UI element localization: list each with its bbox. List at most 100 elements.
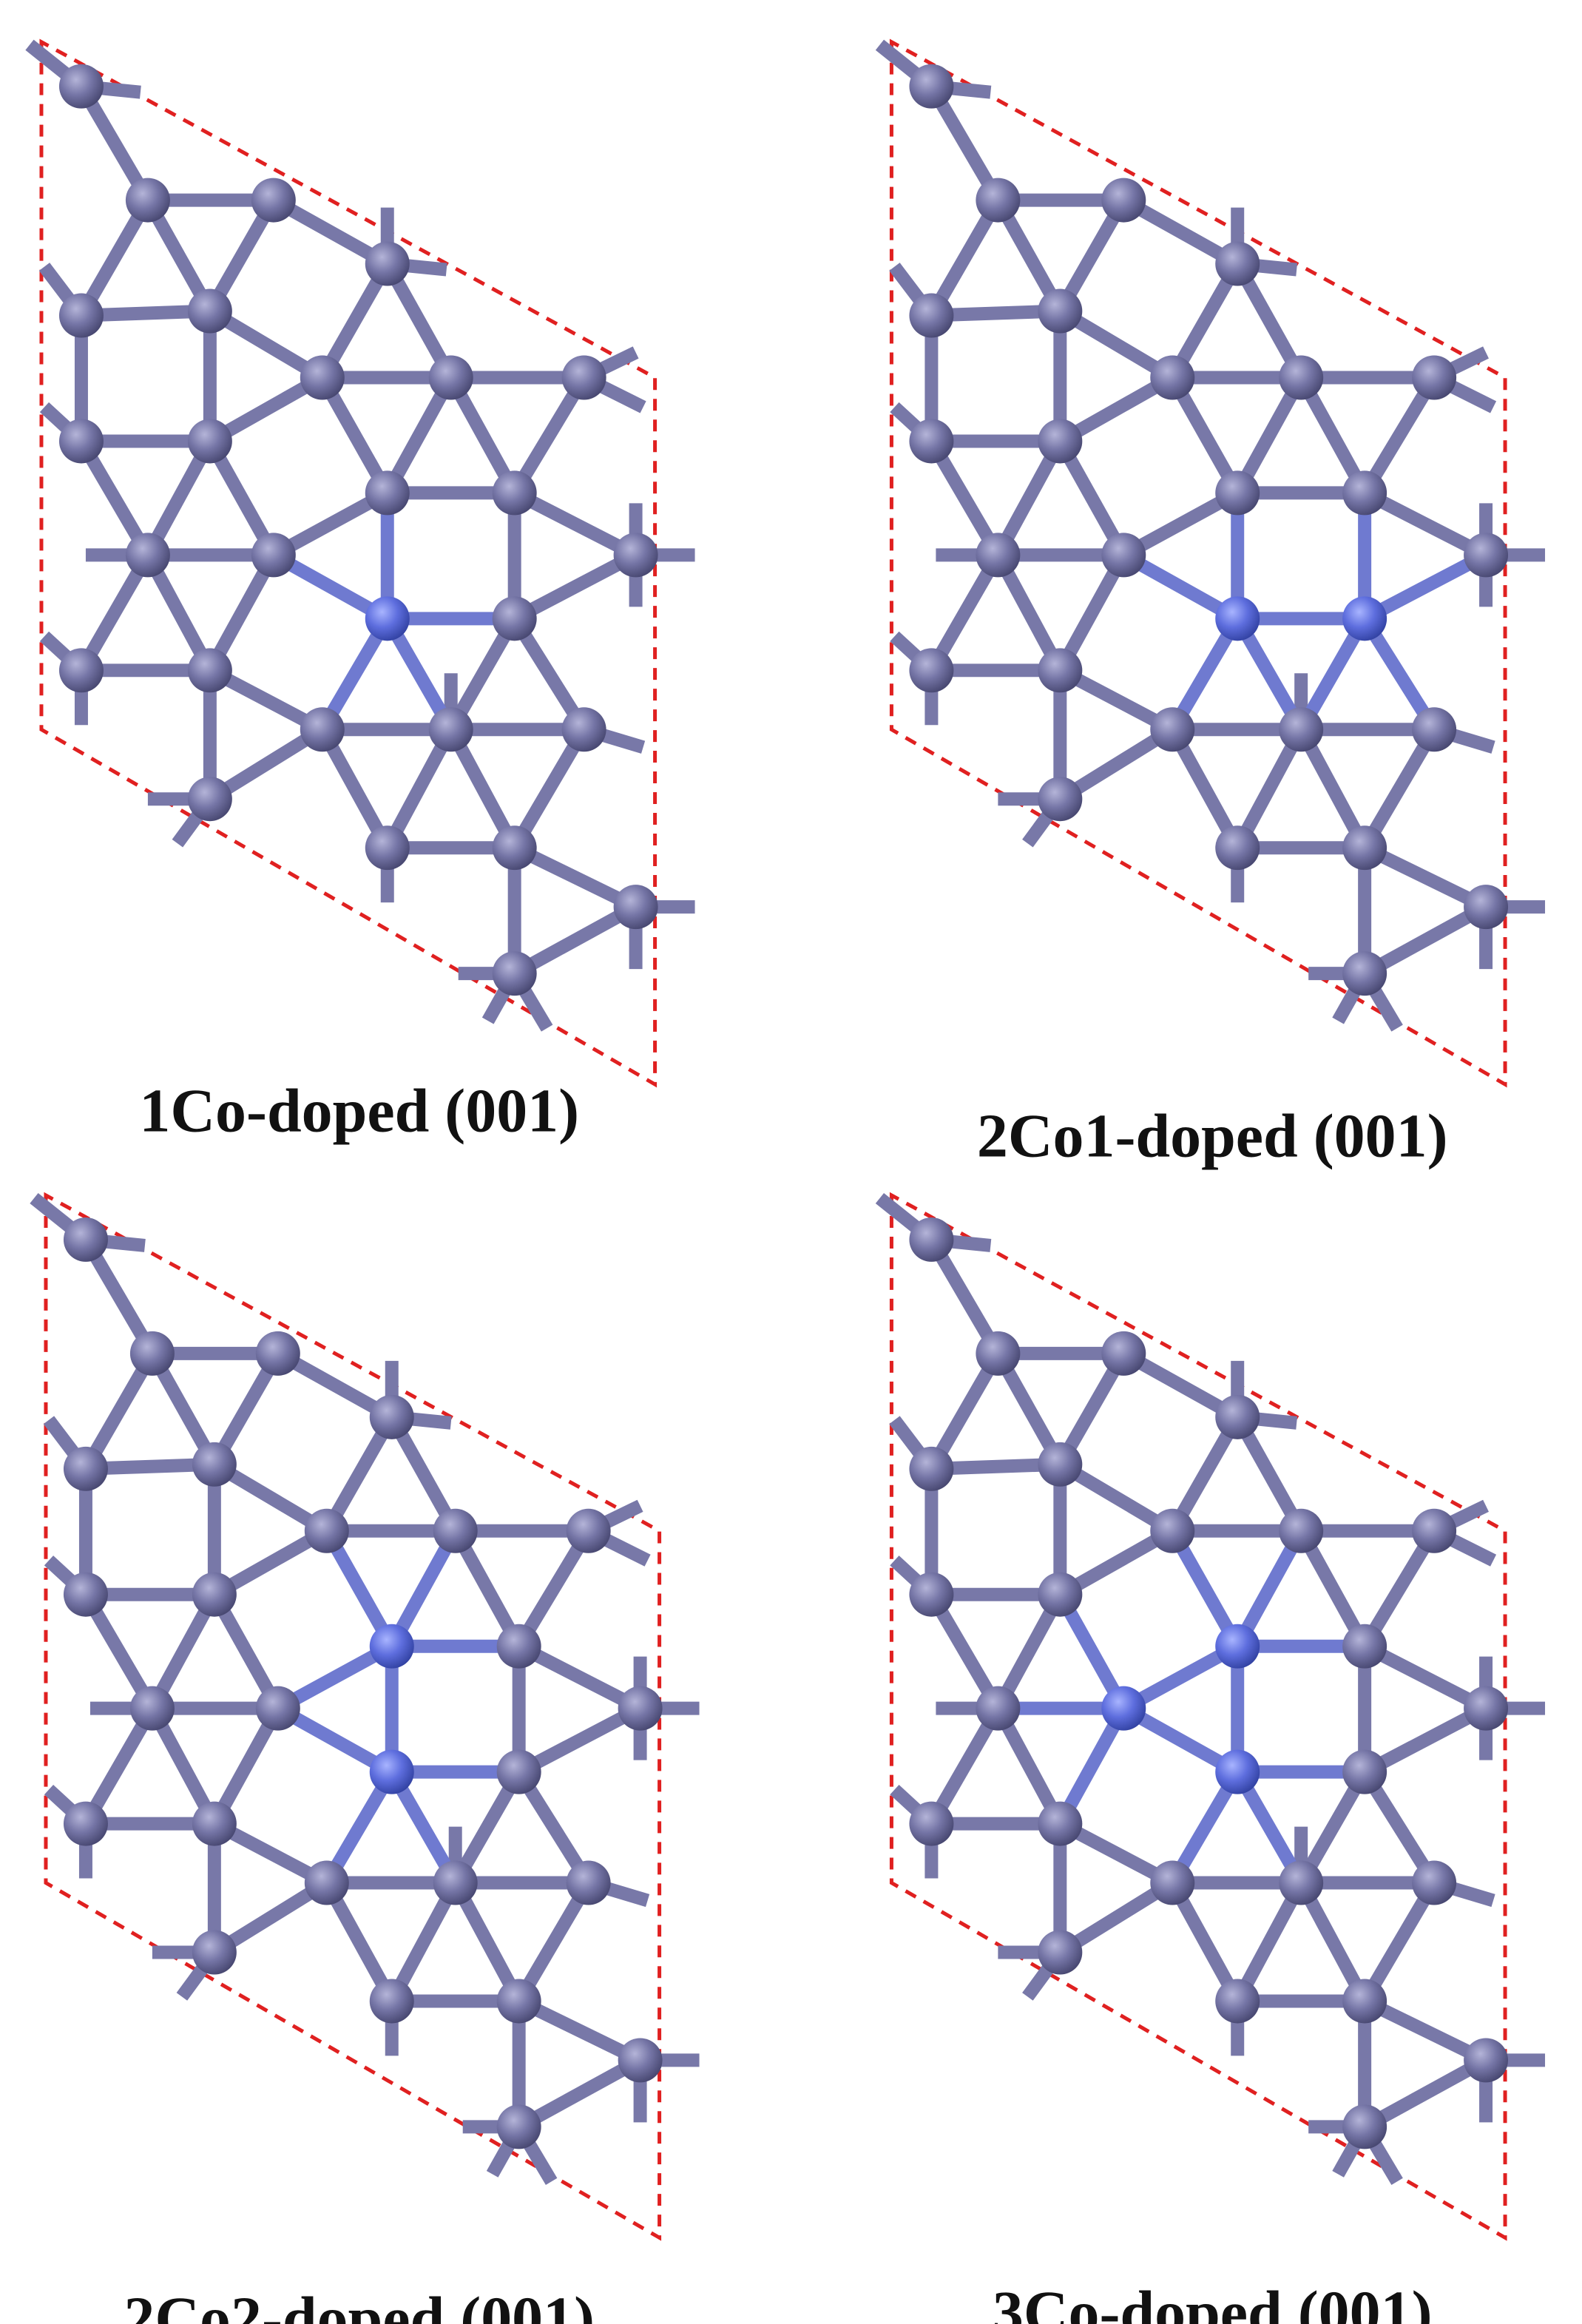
bond bbox=[1231, 726, 1308, 851]
bond bbox=[1166, 726, 1244, 851]
structure-panel bbox=[30, 1192, 700, 2241]
atom bbox=[58, 648, 104, 693]
bond bbox=[1362, 1640, 1490, 1715]
atom bbox=[1464, 2038, 1509, 2083]
bond bbox=[1361, 549, 1490, 625]
atom bbox=[365, 825, 410, 871]
atom bbox=[561, 355, 606, 400]
atom bbox=[58, 64, 104, 109]
bond bbox=[1359, 374, 1440, 497]
atom bbox=[1412, 355, 1457, 400]
bond bbox=[513, 1527, 595, 1650]
panel-caption: 2Co2-doped (001) bbox=[124, 2285, 595, 2324]
bond bbox=[515, 1995, 643, 2067]
atom bbox=[58, 419, 104, 464]
panel-caption: 3Co-doped (001) bbox=[993, 2279, 1433, 2324]
atom bbox=[255, 1331, 300, 1376]
bond bbox=[80, 1705, 158, 1828]
bond bbox=[508, 374, 590, 497]
atom bbox=[1342, 1979, 1387, 2024]
bond bbox=[515, 2054, 643, 2133]
structure-panel bbox=[875, 38, 1546, 1088]
bond bbox=[925, 551, 1004, 674]
atom bbox=[1279, 1860, 1324, 1905]
bond bbox=[449, 1879, 525, 2004]
atom bbox=[1412, 1860, 1457, 1905]
atom bbox=[976, 1331, 1021, 1376]
co-atom bbox=[1215, 1624, 1260, 1669]
atom bbox=[1464, 885, 1509, 930]
bond bbox=[1359, 726, 1440, 851]
atom bbox=[492, 951, 537, 996]
atom bbox=[1342, 825, 1387, 871]
atom bbox=[1342, 470, 1387, 516]
atom bbox=[125, 533, 170, 578]
atom bbox=[192, 1442, 237, 1487]
bond bbox=[316, 726, 393, 851]
atom bbox=[1215, 825, 1260, 871]
bond bbox=[513, 1879, 595, 2005]
atom bbox=[1279, 1508, 1324, 1553]
bond bbox=[1362, 842, 1490, 913]
bond bbox=[508, 726, 590, 851]
atom bbox=[909, 1801, 954, 1846]
co-atom bbox=[1215, 1749, 1260, 1794]
atom bbox=[63, 1446, 108, 1491]
atom bbox=[1342, 1749, 1387, 1794]
atom bbox=[1038, 648, 1083, 693]
atom bbox=[63, 1801, 108, 1846]
atom bbox=[192, 1572, 237, 1617]
atom bbox=[433, 1860, 478, 1905]
atom bbox=[58, 293, 104, 338]
atom bbox=[1038, 288, 1083, 334]
atom bbox=[566, 1860, 611, 1905]
atom bbox=[187, 777, 232, 822]
atom bbox=[63, 1572, 108, 1617]
co-atom bbox=[369, 1749, 414, 1794]
atom bbox=[1150, 1860, 1195, 1905]
atom bbox=[1038, 1801, 1083, 1846]
bond bbox=[1295, 726, 1371, 851]
panel-caption: 2Co1-doped (001) bbox=[977, 1101, 1448, 1170]
atom bbox=[1215, 470, 1260, 516]
atom bbox=[1342, 1624, 1387, 1669]
co-atom bbox=[369, 1624, 414, 1669]
atom bbox=[566, 1508, 611, 1553]
atom bbox=[496, 1749, 541, 1794]
atom bbox=[365, 241, 410, 286]
atom bbox=[1215, 1394, 1260, 1439]
atom bbox=[909, 1572, 954, 1617]
atom bbox=[496, 1979, 541, 2024]
bond bbox=[1361, 2054, 1490, 2133]
atom bbox=[909, 64, 954, 109]
atom bbox=[1342, 2104, 1387, 2149]
atom bbox=[187, 648, 232, 693]
atom bbox=[1412, 707, 1457, 752]
cell-boundary bbox=[44, 1192, 662, 2241]
bond bbox=[75, 551, 154, 674]
atom bbox=[255, 1686, 300, 1731]
bond bbox=[1359, 1527, 1440, 1650]
bond bbox=[925, 1350, 1004, 1473]
atom bbox=[496, 2104, 541, 2149]
bond bbox=[511, 549, 639, 625]
atom bbox=[1150, 355, 1195, 400]
atom bbox=[976, 1686, 1021, 1731]
atom bbox=[1038, 1442, 1083, 1487]
atom bbox=[909, 648, 954, 693]
atom bbox=[1279, 707, 1324, 752]
cell-boundary bbox=[39, 38, 658, 1088]
atom bbox=[304, 1860, 349, 1905]
atom bbox=[492, 825, 537, 871]
atom bbox=[1464, 1686, 1509, 1731]
cell-boundary bbox=[889, 1192, 1507, 2241]
atom bbox=[909, 1446, 954, 1491]
atom bbox=[428, 355, 473, 400]
atom bbox=[433, 1508, 478, 1553]
bond bbox=[1359, 1879, 1440, 2005]
bond bbox=[75, 197, 154, 320]
atom bbox=[909, 293, 954, 338]
bond bbox=[511, 901, 639, 980]
atom bbox=[300, 707, 345, 752]
